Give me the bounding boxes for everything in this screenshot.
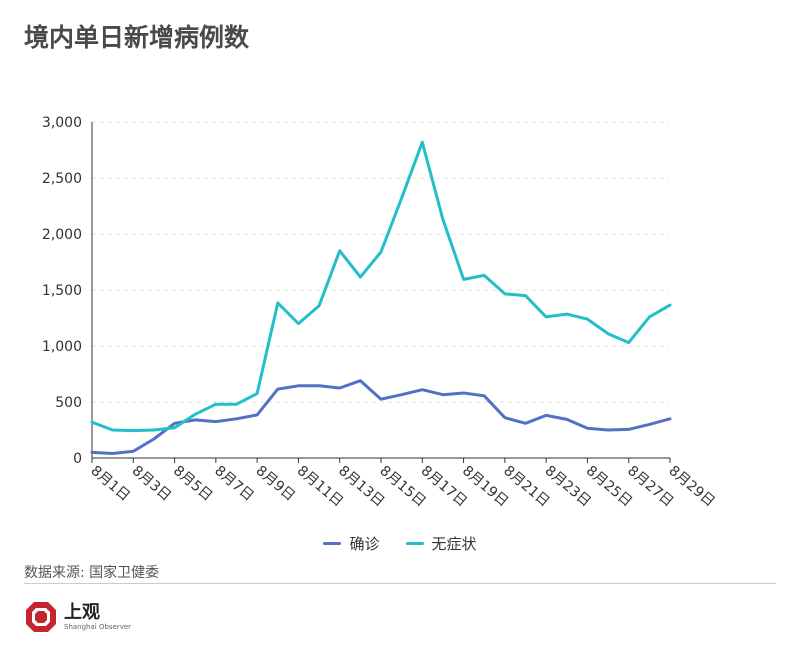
divider	[24, 583, 776, 584]
legend-item-confirmed[interactable]: 确诊	[323, 533, 380, 554]
legend-swatch-asymptomatic	[405, 542, 424, 545]
x-tick-label: 8月7日	[211, 463, 256, 505]
logo: 上观 Shanghai Observer	[24, 600, 131, 634]
x-tick-label: 8月29日	[665, 463, 717, 510]
data-source: 数据来源: 国家卫健委	[24, 565, 160, 581]
y-tick-label: 3,000	[42, 115, 82, 131]
y-tick-label: 2,500	[42, 171, 82, 187]
legend-label-asymptomatic: 无症状	[431, 535, 477, 553]
legend: 确诊 无症状	[0, 533, 800, 554]
legend-swatch-confirmed	[323, 542, 342, 545]
logo-subtext: Shanghai Observer	[64, 622, 132, 631]
series-line-asymptomatic	[90, 140, 672, 433]
x-tick-label: 8月5日	[170, 463, 215, 505]
y-tick-label: 1,500	[42, 283, 82, 299]
series-line-confirmed	[90, 379, 672, 455]
x-tick-label: 8月3日	[129, 463, 174, 505]
y-tick-label: 0	[73, 451, 82, 467]
x-tick-label: 8月9日	[253, 463, 298, 505]
legend-label-confirmed: 确诊	[349, 535, 380, 553]
logo-icon	[26, 602, 56, 632]
y-tick-label: 2,000	[42, 227, 82, 243]
y-tick-label: 1,000	[42, 339, 82, 355]
line-chart: 0 500 1,000 1,500 2,000 2,500 3,000 8月1日8月3日8月5…	[42, 115, 718, 510]
logo-text: 上观	[64, 601, 100, 623]
y-tick-label: 500	[55, 395, 82, 411]
x-tick-label: 8月1日	[87, 463, 132, 505]
chart-title: 境内单日新增病例数	[24, 23, 250, 52]
legend-item-asymptomatic[interactable]: 无症状	[405, 533, 477, 554]
